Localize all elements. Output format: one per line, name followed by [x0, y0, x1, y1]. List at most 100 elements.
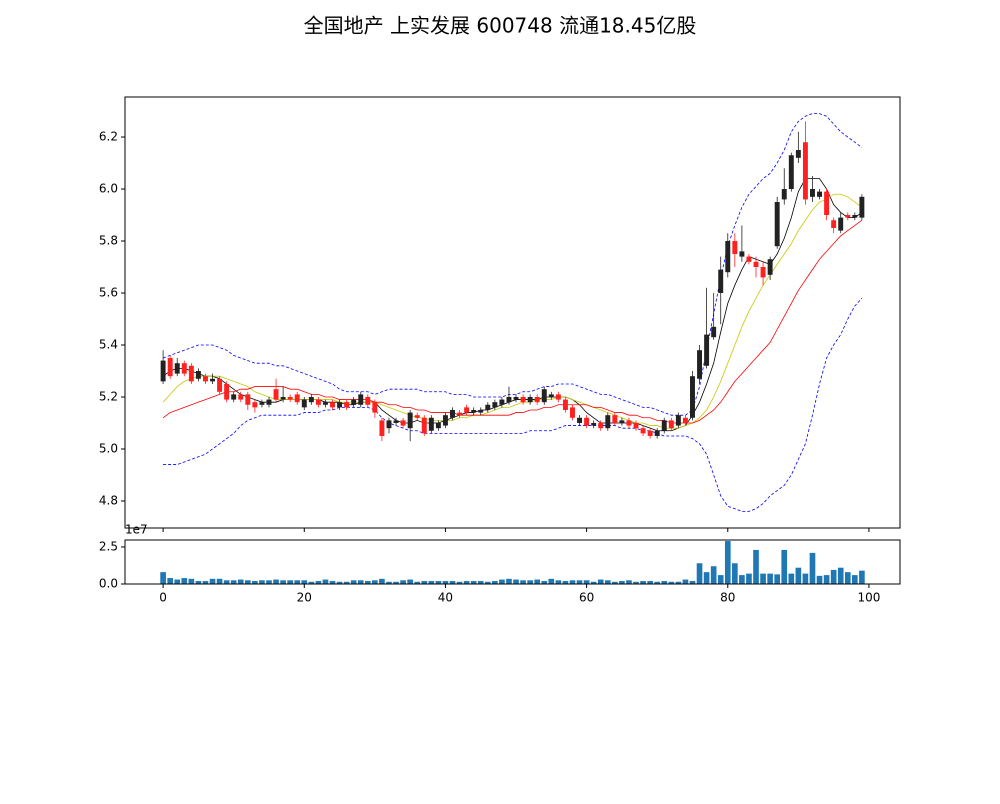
volume-bar — [393, 581, 399, 584]
volume-bar — [449, 581, 456, 584]
y-tick-label: 5.6 — [99, 286, 118, 300]
candle-body — [640, 428, 646, 434]
volume-bar — [421, 581, 428, 584]
y-tick-label: 5.8 — [99, 234, 118, 248]
candle-body — [647, 430, 653, 436]
volume-bar — [477, 581, 484, 584]
indicator-line — [162, 113, 863, 416]
candle-body — [690, 376, 695, 418]
volume-bar — [654, 581, 661, 584]
y-tick-label: 6.2 — [99, 130, 118, 144]
candle-body — [513, 396, 519, 400]
y-tick-label: 6.0 — [99, 182, 118, 196]
volume-bar — [252, 581, 258, 584]
volume-bar — [823, 575, 830, 584]
candle-body — [527, 396, 533, 403]
candle-body — [852, 215, 858, 218]
candle-body — [492, 402, 498, 408]
volume-bar — [816, 575, 823, 584]
candle-body — [541, 389, 547, 403]
candle-body — [795, 150, 801, 158]
candle-body — [450, 409, 455, 418]
x-tick-label: 80 — [720, 591, 735, 605]
candle-body — [824, 191, 830, 216]
candle-body — [315, 399, 321, 405]
volume-bar — [724, 541, 731, 584]
candle-body — [725, 241, 731, 273]
candle-body — [788, 155, 794, 190]
candle-body — [414, 415, 420, 418]
candle-body — [810, 189, 815, 197]
candle-body — [252, 402, 258, 408]
candle-body — [238, 394, 244, 400]
volume-bar — [612, 581, 618, 584]
candle-body — [457, 412, 463, 416]
volume-bar — [506, 578, 512, 584]
volume-bar — [174, 579, 181, 584]
candle-body — [654, 430, 660, 436]
candle-body — [442, 415, 448, 426]
candle-body — [562, 399, 568, 410]
volume-bar — [626, 580, 632, 584]
candle-body — [831, 220, 837, 229]
volume-bar — [781, 549, 788, 584]
candle-body — [859, 196, 865, 218]
volume-bar — [329, 581, 336, 584]
volume-bar — [809, 552, 816, 584]
volume-bar — [682, 579, 689, 584]
candle-body — [351, 399, 357, 405]
volume-bar — [428, 581, 435, 584]
volume-bar — [301, 580, 308, 584]
volume-bar — [739, 575, 745, 584]
candle-body — [330, 402, 335, 408]
candle-body — [372, 402, 378, 413]
volume-bar — [357, 580, 364, 584]
volume-bar — [675, 581, 682, 584]
volume-bar — [710, 566, 717, 584]
candle-body — [732, 241, 738, 255]
candle-body — [393, 420, 399, 423]
candle-body — [421, 417, 427, 434]
volume-bar — [569, 580, 576, 584]
volume-bar — [774, 574, 781, 584]
volume-bar — [859, 570, 865, 584]
candle-body — [301, 399, 307, 408]
candle-body — [845, 215, 851, 218]
volume-bar — [400, 580, 406, 584]
y-tick-label: 5.4 — [99, 337, 118, 351]
volume-bar — [583, 580, 590, 584]
chart-title: 全国地产 上实发展 600748 流通18.45亿股 — [304, 14, 697, 38]
candle-body — [365, 396, 371, 405]
candle-body — [767, 259, 773, 275]
candle-body — [584, 417, 590, 426]
candle-body — [838, 217, 844, 231]
plot-frame — [124, 539, 901, 585]
volume-bar — [647, 581, 653, 584]
volume-bar — [562, 581, 569, 584]
candle-body — [697, 350, 703, 379]
candle-body — [471, 409, 477, 413]
candle-body — [273, 389, 279, 400]
candle-body — [774, 202, 780, 247]
volume-bar — [202, 581, 209, 584]
volume-bar — [760, 573, 766, 584]
volume-bar — [379, 578, 385, 584]
volume-bar — [230, 580, 237, 584]
candle-body — [682, 417, 688, 423]
candle-body — [633, 422, 639, 429]
candle-body — [160, 360, 166, 382]
candle-body — [174, 363, 180, 374]
volume-bar — [696, 563, 703, 584]
volume-bar — [732, 563, 738, 584]
candle-body — [781, 189, 787, 200]
volume-bar — [259, 580, 265, 584]
volume-bar — [689, 581, 696, 584]
volume-bar — [266, 580, 272, 584]
y-tick-label: 5.0 — [99, 441, 118, 455]
candle-body — [499, 399, 505, 405]
volume-bar — [343, 581, 350, 584]
x-tick-label: 20 — [297, 591, 312, 605]
volume-bar — [350, 580, 357, 584]
volume-bar — [287, 580, 293, 584]
candle-body — [400, 420, 406, 426]
